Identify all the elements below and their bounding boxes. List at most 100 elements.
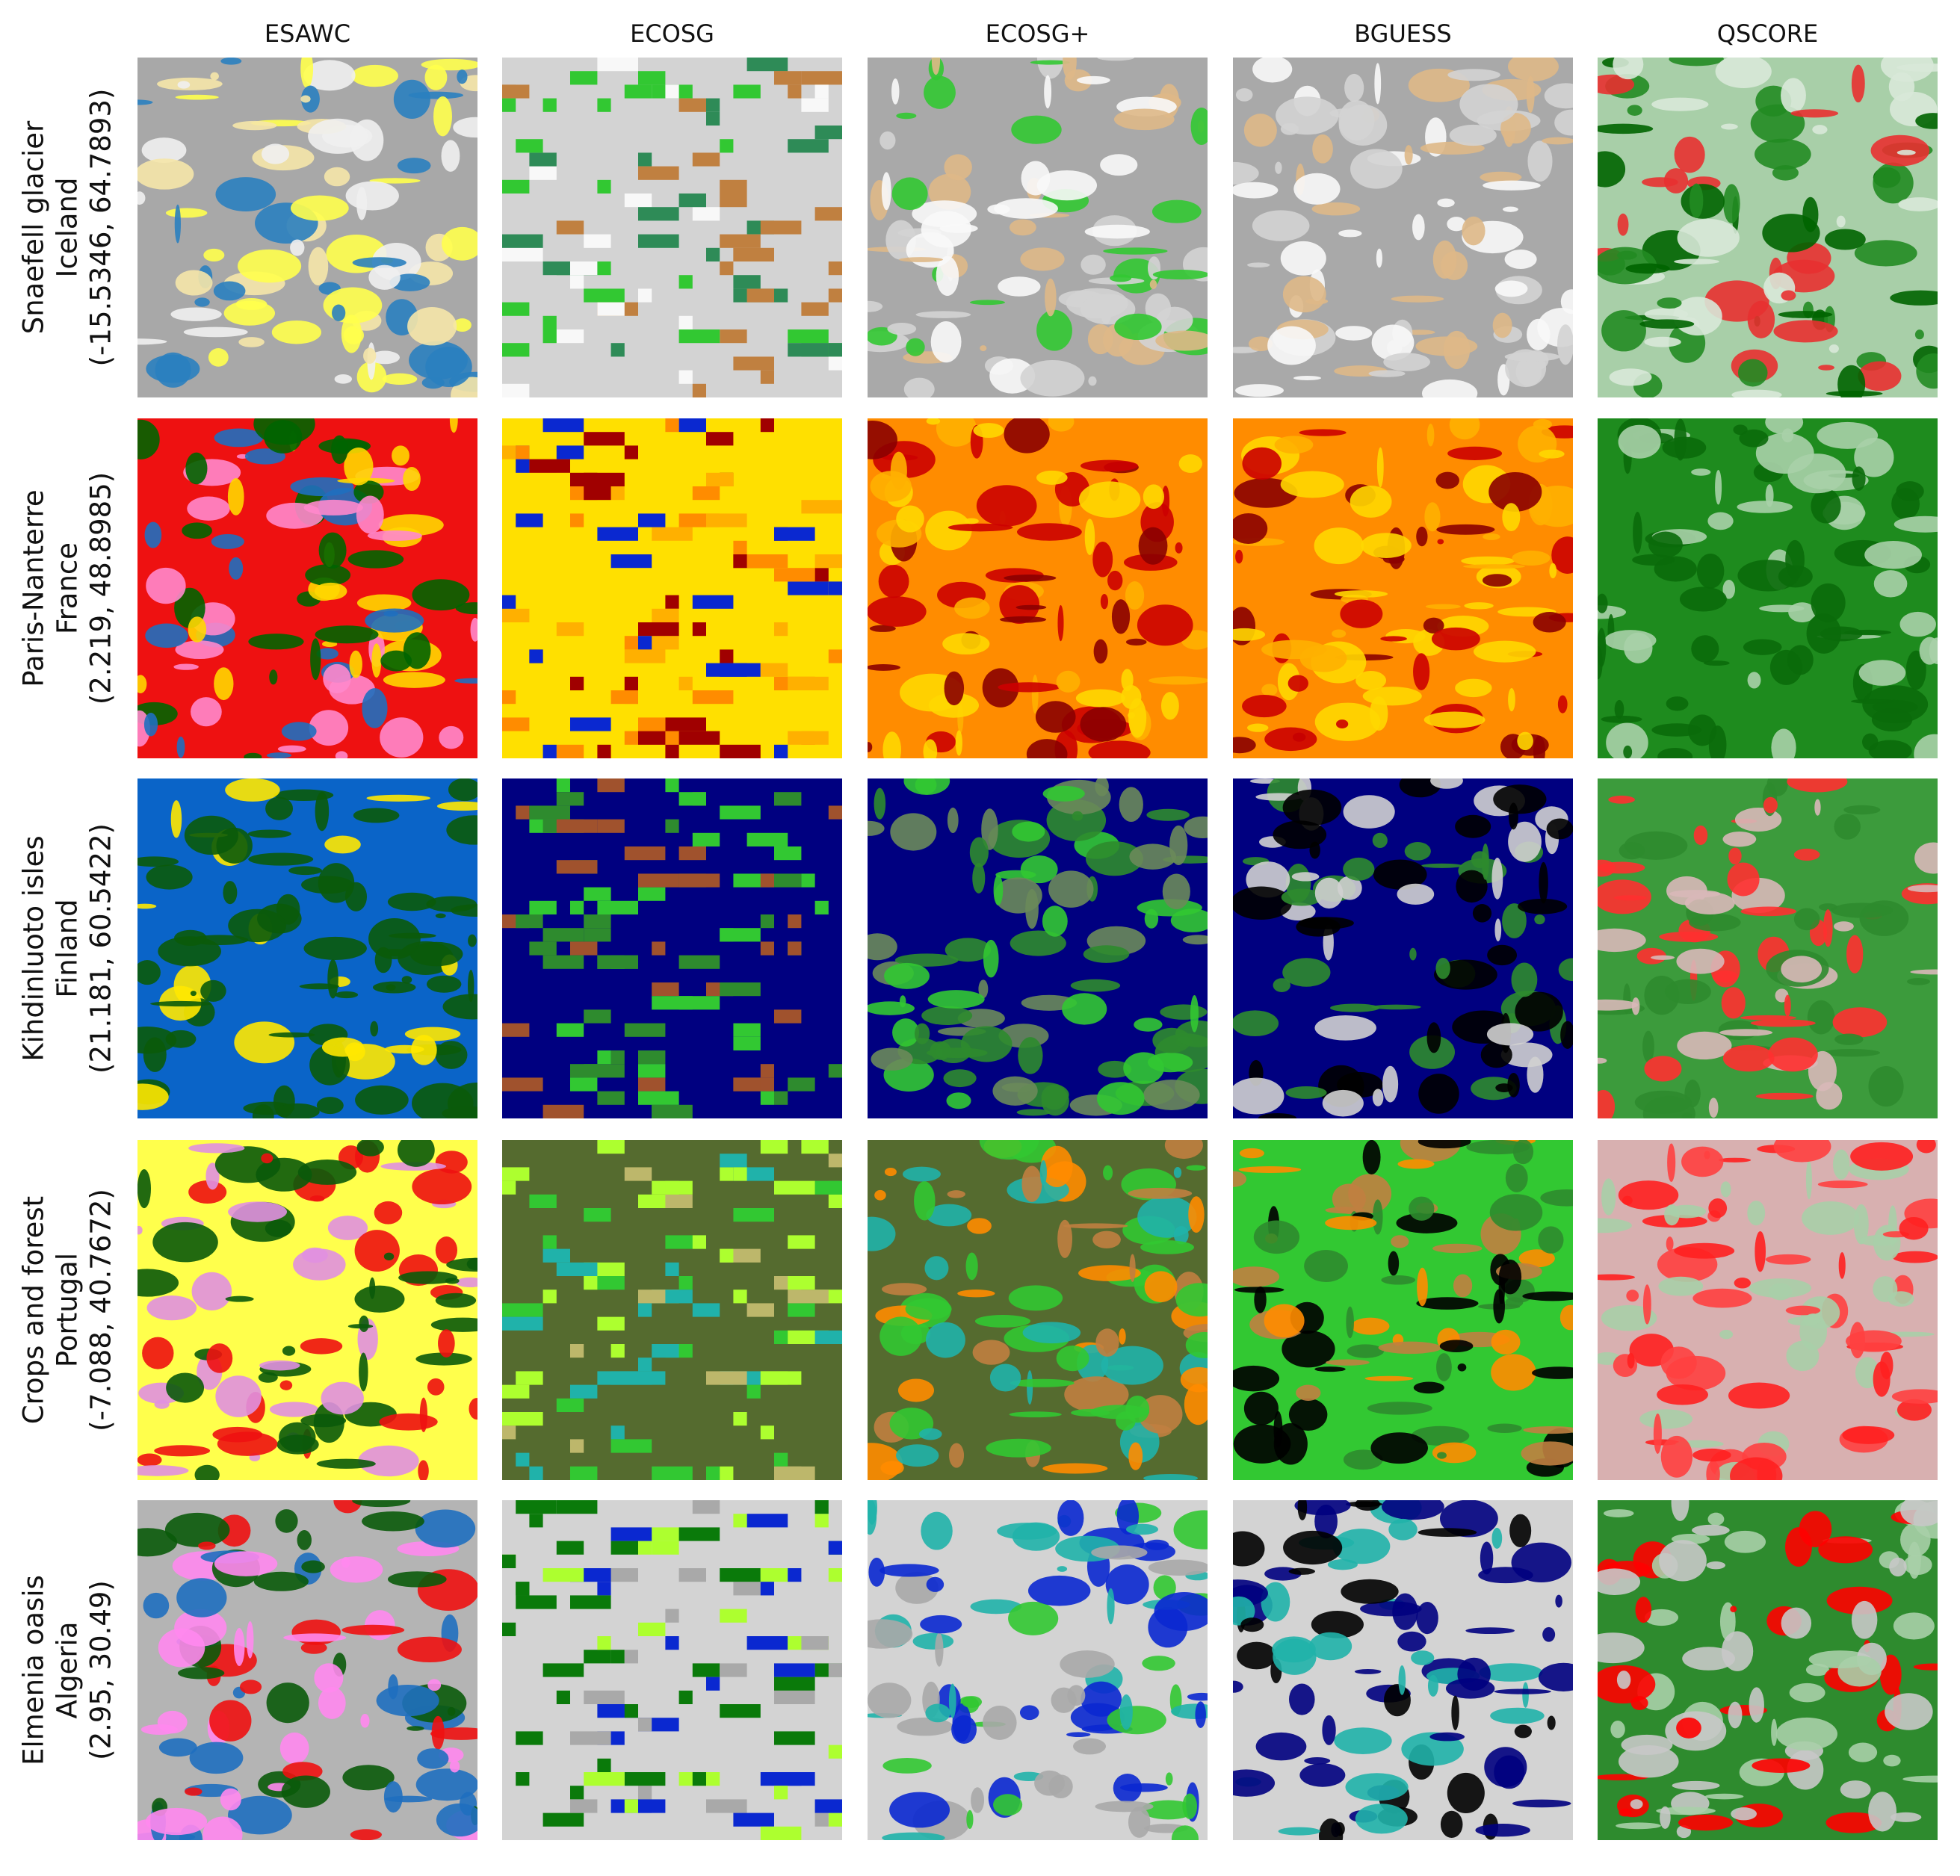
tile-patch xyxy=(1890,290,1938,306)
tile-patch xyxy=(1631,997,1640,1015)
tile-patch xyxy=(436,801,477,811)
tile-patch xyxy=(1397,1631,1426,1652)
tile-patch xyxy=(1653,1414,1662,1454)
tile-patch xyxy=(884,962,930,989)
tile-patch xyxy=(137,1465,189,1476)
tile-patch xyxy=(1041,1084,1068,1110)
tile-patch xyxy=(1789,1682,1825,1703)
tile-patch xyxy=(1674,259,1719,264)
tile-patch xyxy=(1598,1057,1607,1064)
tile-patch xyxy=(1461,556,1515,566)
tile-patch xyxy=(638,873,679,888)
tile-patch xyxy=(624,445,638,459)
tile-patch xyxy=(1008,1285,1063,1311)
tile-patch xyxy=(1842,1425,1895,1444)
tile-patch xyxy=(1728,1382,1790,1409)
tile-patch xyxy=(1521,1441,1573,1466)
tile-patch xyxy=(415,1509,476,1548)
map-tile xyxy=(1233,1140,1573,1480)
tile-patch xyxy=(1618,1745,1679,1778)
row-label-country: Algeria xyxy=(52,1621,84,1718)
tile-patch xyxy=(1598,628,1607,667)
tile-patch xyxy=(814,1500,829,1514)
tile-patch xyxy=(237,249,302,283)
tile-patch xyxy=(992,1076,1038,1106)
tile-patch xyxy=(397,158,431,174)
tile-patch xyxy=(502,1316,543,1331)
tile-patch xyxy=(1892,1251,1938,1263)
tile-patch xyxy=(1447,1772,1485,1814)
tile-patch xyxy=(1165,1772,1173,1786)
tile-patch xyxy=(455,602,477,615)
tile-patch xyxy=(1837,1656,1882,1687)
tile-patch xyxy=(1772,164,1799,181)
tile-patch xyxy=(1728,1701,1743,1729)
row-label: Snaefell glacier Iceland (-15.5346, 64.789… xyxy=(18,89,117,367)
tile-patch xyxy=(1064,1376,1129,1413)
tile-patch xyxy=(1314,1504,1338,1539)
tile-patch xyxy=(1822,1048,1881,1057)
tile-patch xyxy=(300,58,314,88)
tile-patch xyxy=(516,459,530,473)
row-label: Elmenia oasis Algeria (2.95, 30.49) xyxy=(18,1575,117,1765)
tile-patch xyxy=(367,530,422,542)
tile-patch xyxy=(624,1799,638,1813)
tile-patch xyxy=(1727,862,1760,897)
tile-patch xyxy=(457,69,468,84)
tile-patch xyxy=(788,1303,815,1317)
tile-patch xyxy=(896,505,924,533)
tile-patch xyxy=(1314,527,1364,565)
tile-patch xyxy=(597,744,611,758)
tile-patch xyxy=(1730,1457,1783,1480)
tile-patch xyxy=(935,1632,944,1667)
tile-patch xyxy=(1509,1514,1532,1548)
tile-patch xyxy=(1119,787,1143,823)
tile-patch xyxy=(868,1001,915,1015)
tile-patch xyxy=(1825,1812,1882,1833)
tile-patch xyxy=(814,84,829,99)
tile-patch xyxy=(760,1064,774,1078)
tile-patch xyxy=(1233,1171,1247,1187)
tile-patch xyxy=(828,1812,842,1827)
tile-patch xyxy=(692,486,720,501)
tile-patch xyxy=(584,887,611,901)
tile-patch xyxy=(1057,1219,1073,1258)
tile-patch xyxy=(868,663,901,671)
tile-patch xyxy=(354,1230,400,1272)
tile-patch xyxy=(1424,502,1441,532)
tile-patch xyxy=(1707,1512,1725,1526)
tile-patch xyxy=(1042,1463,1108,1474)
tile-patch xyxy=(516,1500,557,1514)
tile-patch xyxy=(1347,1344,1385,1358)
tile-patch xyxy=(976,485,1037,527)
tile-patch xyxy=(624,1772,666,1786)
tile-patch xyxy=(584,234,611,248)
tile-patch xyxy=(1625,263,1670,274)
tile-patch xyxy=(1481,843,1489,880)
row-label-coords: (2.95, 30.49) xyxy=(85,1580,117,1760)
tile-patch xyxy=(986,1438,1051,1458)
tile-patch xyxy=(1093,639,1108,664)
tile-patch xyxy=(1299,429,1347,436)
tile-patch xyxy=(1149,279,1157,289)
tile-patch xyxy=(882,1283,927,1295)
tile-patch xyxy=(610,1541,638,1555)
tile-patch xyxy=(1657,297,1682,309)
tile-patch xyxy=(1657,747,1693,758)
tile-patch xyxy=(638,1799,666,1813)
tile-patch xyxy=(1128,1807,1151,1838)
tile-patch xyxy=(1660,1806,1671,1829)
tile-patch xyxy=(1475,1824,1530,1837)
tile-patch xyxy=(225,778,280,802)
tile-patch xyxy=(980,345,987,352)
map-tile xyxy=(1233,418,1573,758)
tile-patch xyxy=(584,432,625,446)
row-label: Crops and forest Portugal (-7.088, 40.7672… xyxy=(18,1189,117,1431)
tile-patch xyxy=(733,84,761,99)
tile-patch xyxy=(692,1235,706,1249)
tile-patch xyxy=(828,261,842,276)
tile-patch xyxy=(1096,1082,1145,1115)
tile-patch xyxy=(438,1329,455,1358)
tile-patch xyxy=(788,1772,815,1786)
tile-patch xyxy=(733,540,747,554)
